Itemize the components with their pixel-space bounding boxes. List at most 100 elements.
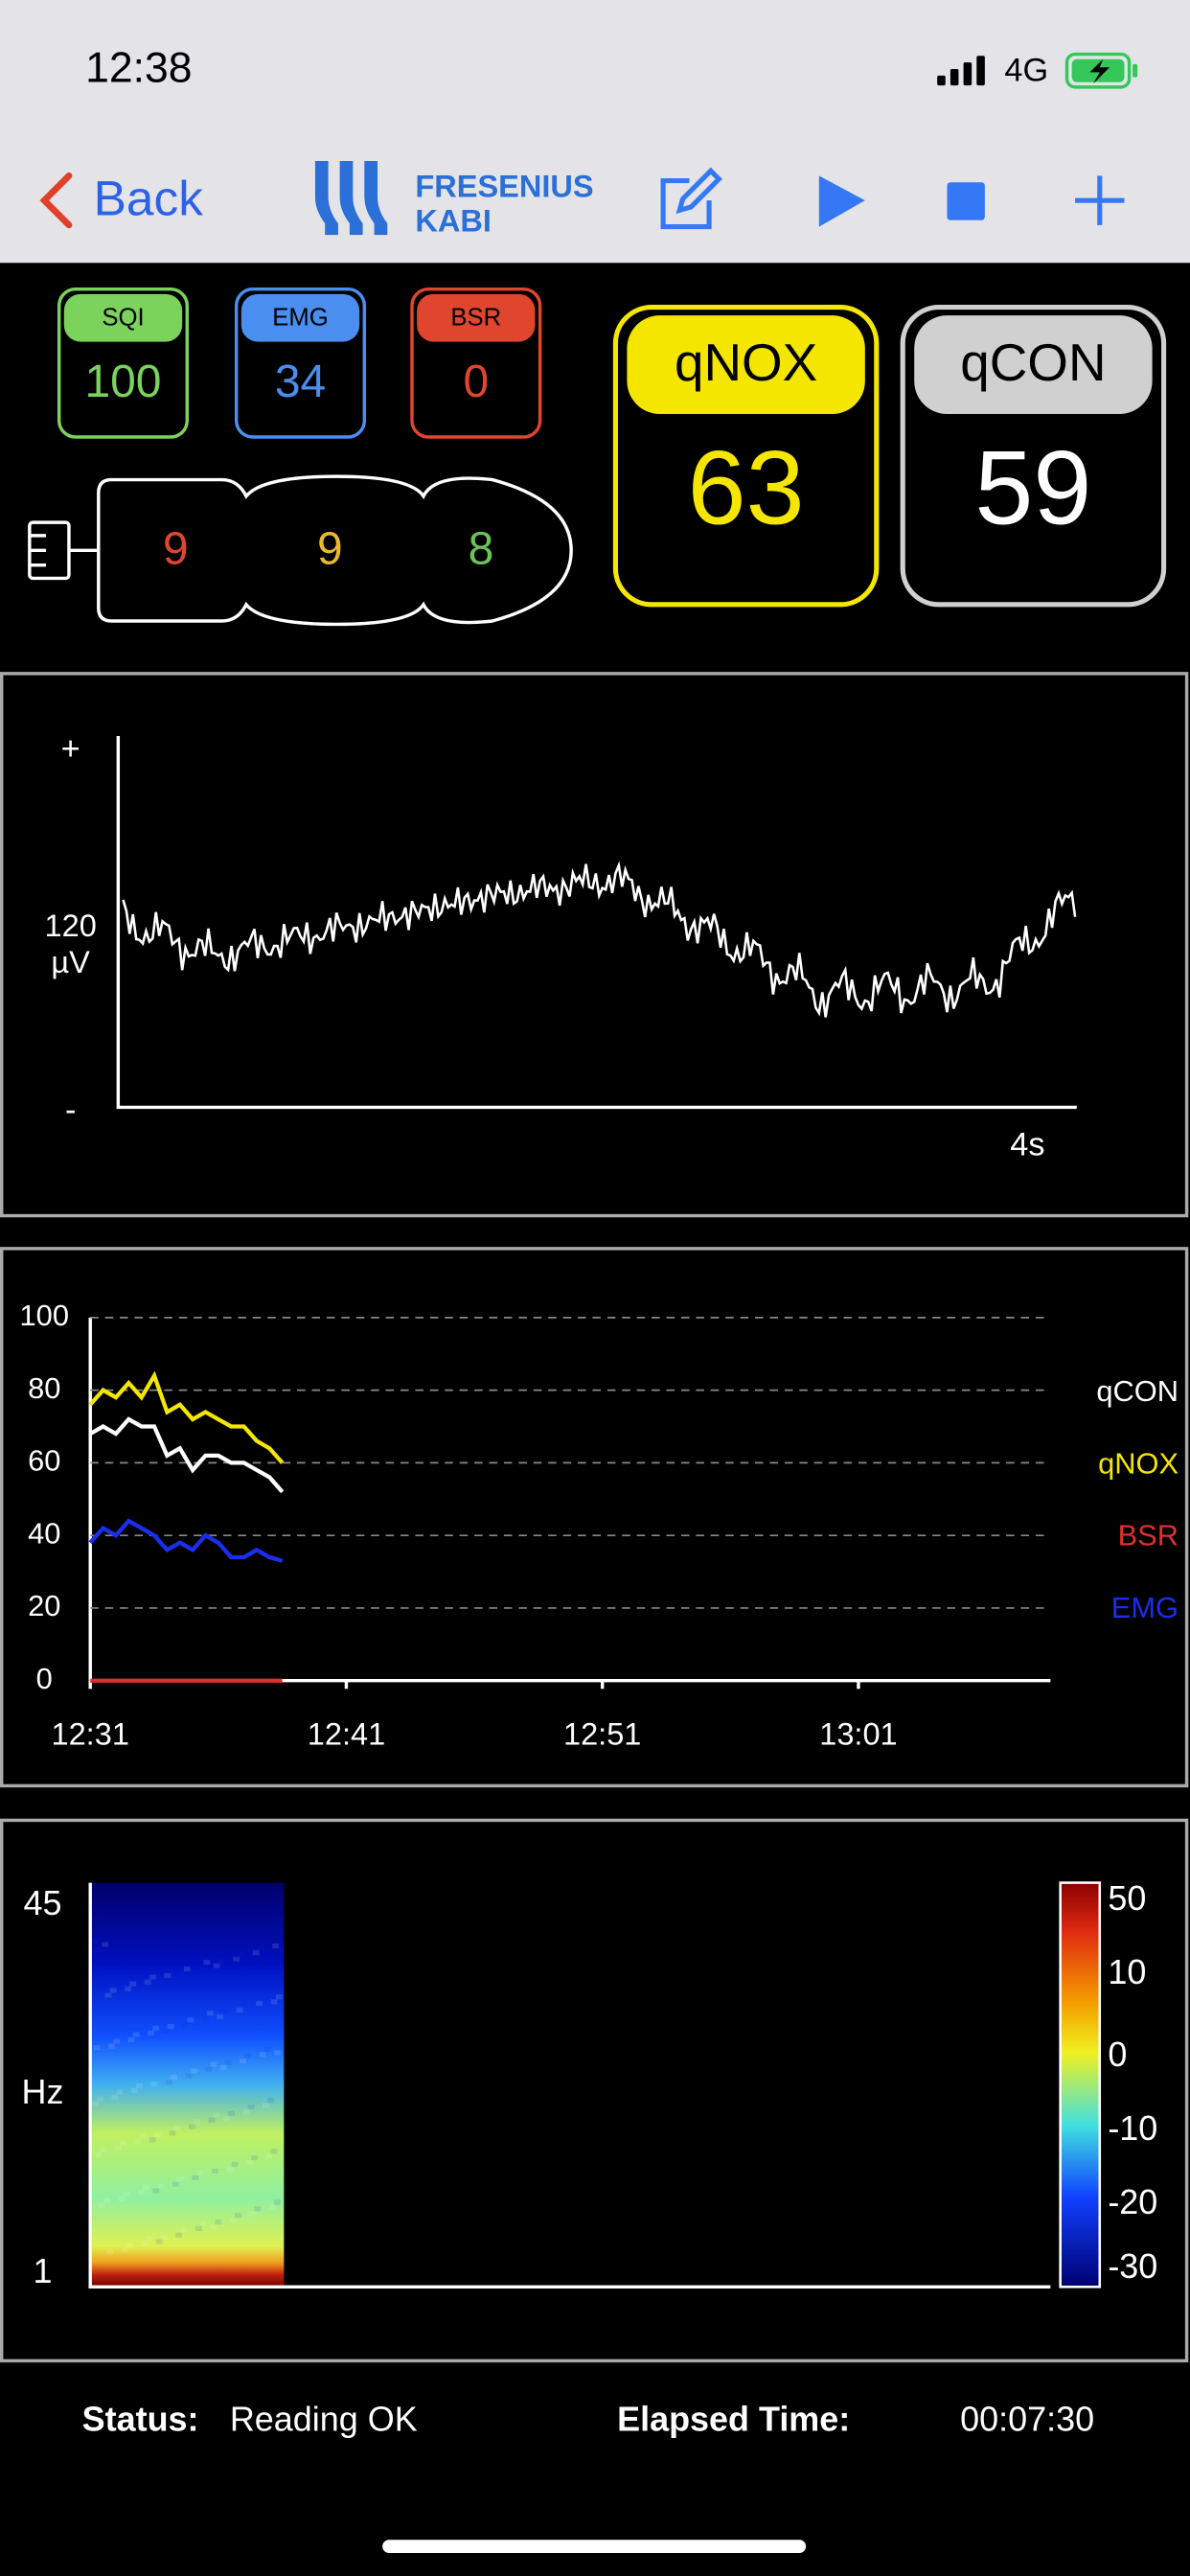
- index-value: 63: [688, 430, 805, 547]
- texture-dot: [95, 2151, 103, 2157]
- texture-dot: [141, 2241, 149, 2246]
- indicator-box: [234, 288, 367, 439]
- texture-dot: [154, 2132, 161, 2138]
- signal-icon: [937, 56, 985, 86]
- texture-dot: [123, 2191, 130, 2196]
- clock: 12:38: [85, 44, 192, 91]
- texture-dot: [211, 2168, 218, 2174]
- y-tick-label: 40: [28, 1516, 60, 1550]
- sensor: [28, 474, 573, 627]
- trend-line: [88, 1370, 285, 1464]
- texture-dot: [152, 2188, 160, 2194]
- legend-entry: qNOX: [1098, 1446, 1179, 1480]
- trend-line: [88, 1518, 284, 1563]
- back-button[interactable]: Back: [39, 170, 204, 229]
- texture-dot: [228, 2110, 235, 2116]
- stop-button[interactable]: [947, 182, 985, 220]
- texture-dot: [173, 2126, 181, 2131]
- texture-dot: [111, 2094, 119, 2100]
- texture-dot: [187, 2017, 195, 2023]
- y-tick-label: 80: [28, 1371, 60, 1405]
- texture-dot: [180, 2227, 188, 2233]
- texture-dot: [244, 2053, 252, 2058]
- texture-dot: [100, 2147, 107, 2152]
- legend-entry: EMG: [1111, 1591, 1179, 1624]
- texture-dot: [267, 2098, 275, 2104]
- edit-button[interactable]: [660, 167, 722, 230]
- indicator-value: 100: [84, 356, 161, 407]
- texture-dot: [114, 2145, 122, 2150]
- texture-dot: [275, 1994, 283, 2000]
- texture-dot: [242, 2109, 250, 2115]
- texture-dot: [182, 2022, 190, 2028]
- texture-dot: [224, 2059, 232, 2065]
- indicator-header: [63, 293, 183, 342]
- texture-dot: [160, 2234, 168, 2240]
- eeg-plus: +: [61, 730, 80, 767]
- texture-dot: [208, 2117, 216, 2123]
- texture-dot: [143, 2185, 149, 2191]
- trend-panel: [0, 1247, 1189, 1788]
- texture-dot: [91, 1938, 99, 1944]
- texture-dot: [157, 2183, 165, 2189]
- texture-dot: [217, 2013, 223, 2019]
- texture-dot: [233, 1956, 240, 1962]
- texture-dot: [148, 2030, 155, 2036]
- texture-dot: [134, 2139, 142, 2145]
- texture-dot: [189, 2124, 195, 2129]
- texture-dot: [257, 1944, 264, 1950]
- home-indicator: [382, 2540, 807, 2553]
- colorbar-label: -20: [1108, 2182, 1157, 2221]
- y-tick-label: 0: [36, 1662, 53, 1695]
- freq-label: 45: [24, 1883, 62, 1922]
- colorbar-label: 10: [1108, 1952, 1146, 1991]
- legend-entry: qCON: [1096, 1374, 1179, 1408]
- colorbar-labels: 50 10 0 -10 -20 -30: [1108, 1878, 1157, 2286]
- texture-dot: [261, 1995, 268, 2001]
- colorbar: [1059, 1881, 1102, 2288]
- texture-dot: [234, 2213, 241, 2219]
- texture-dot: [272, 1944, 280, 1949]
- eeg-axes: [116, 736, 1077, 1110]
- texture-dot: [127, 2036, 135, 2042]
- texture-dot: [219, 2064, 227, 2070]
- y-tick-label: 20: [28, 1589, 60, 1622]
- texture-dot: [108, 2043, 115, 2049]
- texture-dot: [213, 2112, 220, 2118]
- texture-dot: [263, 2047, 271, 2053]
- index-label: qNOX: [675, 333, 817, 392]
- texture-dot: [221, 2009, 229, 2014]
- legend-entry: BSR: [1118, 1519, 1179, 1552]
- texture-dot: [247, 2104, 255, 2110]
- texture-dot: [229, 2218, 237, 2223]
- texture-dot: [270, 2149, 278, 2154]
- back-label[interactable]: Back: [94, 170, 204, 225]
- texture-dot: [159, 1978, 167, 1984]
- spectrogram-image: [91, 1882, 285, 2288]
- texture-dot: [210, 2061, 217, 2067]
- status-label: Status:: [82, 2399, 199, 2438]
- y-tick-label: 60: [28, 1444, 60, 1478]
- texture-dot: [120, 2140, 126, 2146]
- elapsed-value: 00:07:30: [960, 2399, 1094, 2438]
- texture-dot: [265, 2153, 273, 2159]
- texture-dot: [155, 2239, 163, 2244]
- add-button[interactable]: [1075, 175, 1125, 225]
- texture-dot: [210, 2224, 217, 2230]
- indicator-label: BSR: [450, 304, 501, 331]
- eeg-panel: [0, 672, 1189, 1218]
- texture-dot: [129, 1981, 137, 1987]
- play-button[interactable]: [818, 175, 865, 227]
- indicator-header: [417, 293, 536, 342]
- colorbar-label: -10: [1108, 2108, 1157, 2148]
- brand-logo: [314, 161, 388, 236]
- texture-dot: [137, 2190, 145, 2196]
- texture-dot: [206, 2011, 214, 2016]
- texture-dot: [268, 2204, 276, 2210]
- eeg-minus: -: [65, 1092, 76, 1129]
- y-tick-label: 100: [20, 1299, 69, 1332]
- texture-dot: [116, 2089, 124, 2095]
- texture-dot: [113, 2038, 121, 2044]
- texture-dot: [195, 2225, 202, 2231]
- texture-dot: [192, 2174, 199, 2180]
